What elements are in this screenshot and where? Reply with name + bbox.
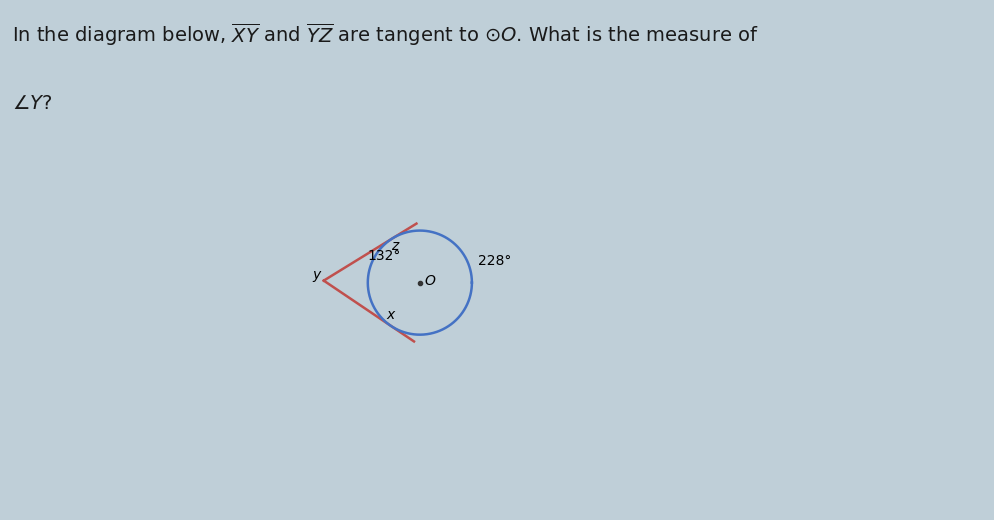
Text: y: y — [312, 268, 320, 282]
Text: O: O — [424, 274, 435, 288]
Text: z: z — [391, 239, 398, 253]
Text: 132°: 132° — [368, 249, 401, 263]
Text: 228°: 228° — [477, 254, 511, 268]
Text: x: x — [386, 307, 394, 321]
Text: In the diagram below, $\overline{XY}$ and $\overline{YZ}$ are tangent to $\odot$: In the diagram below, $\overline{XY}$ an… — [12, 21, 757, 48]
Text: $\angle Y$?: $\angle Y$? — [12, 94, 53, 113]
